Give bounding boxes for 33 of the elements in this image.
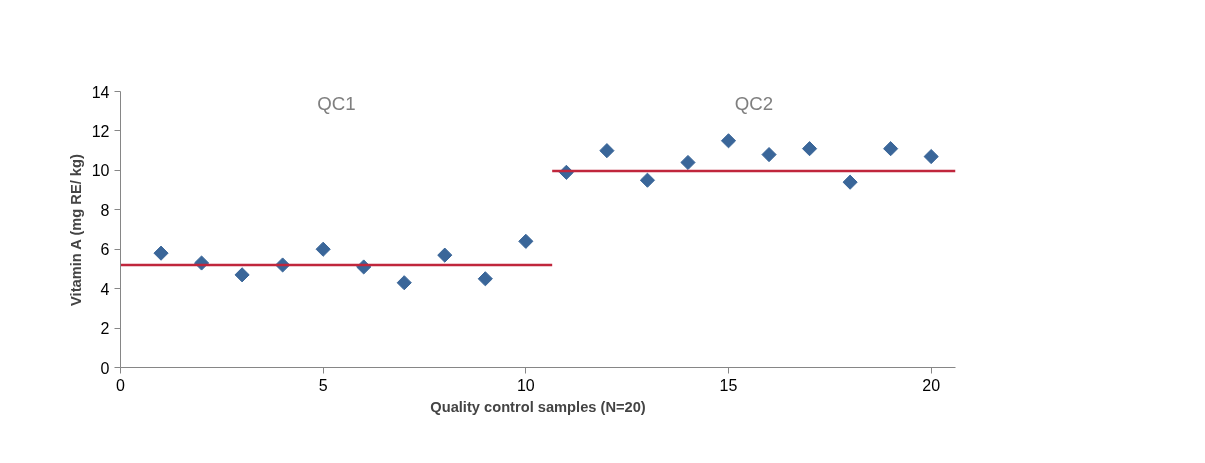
annotation: QC2 bbox=[734, 93, 774, 114]
y-tick-label: 10 bbox=[91, 162, 110, 180]
point bbox=[802, 141, 818, 157]
point bbox=[883, 141, 899, 157]
x-tick-label: 0 bbox=[116, 376, 126, 394]
y-tick-label: 2 bbox=[100, 320, 110, 338]
x-tick-label: 5 bbox=[318, 376, 328, 394]
y-tick-label: 4 bbox=[100, 280, 110, 298]
point bbox=[923, 148, 939, 165]
point bbox=[396, 275, 412, 291]
y-tick-label: 12 bbox=[91, 122, 110, 140]
point bbox=[720, 133, 737, 149]
x-tick-label: 15 bbox=[719, 376, 738, 394]
y-tick-label: 14 bbox=[91, 83, 110, 101]
point bbox=[437, 247, 453, 263]
x-tick-label: 10 bbox=[516, 376, 535, 394]
x-axis-title: Quality control samples (N=20) bbox=[430, 398, 646, 415]
y-tick-label: 6 bbox=[100, 241, 110, 259]
point bbox=[477, 271, 493, 287]
x-tick-label: 20 bbox=[922, 376, 941, 394]
annotation: QC1 bbox=[317, 93, 356, 114]
y-tick-label: 8 bbox=[100, 201, 110, 219]
point bbox=[761, 147, 777, 163]
point bbox=[518, 233, 534, 249]
y-tick-label: 0 bbox=[100, 359, 110, 377]
point bbox=[234, 267, 250, 283]
point bbox=[599, 143, 615, 159]
point bbox=[315, 241, 331, 257]
point bbox=[153, 245, 169, 261]
point bbox=[639, 172, 656, 188]
point bbox=[842, 174, 858, 190]
y-axis-title: Vitamin A (mg RE/ kg) bbox=[67, 154, 84, 306]
point bbox=[680, 154, 696, 171]
